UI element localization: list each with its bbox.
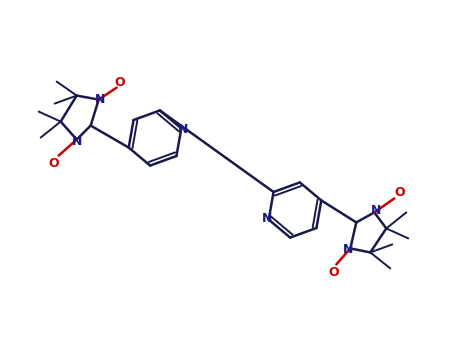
Text: O: O <box>328 266 339 279</box>
Text: O: O <box>48 157 59 170</box>
Text: O: O <box>394 186 404 199</box>
Text: N: N <box>262 212 272 225</box>
Text: N: N <box>371 204 381 217</box>
Text: N: N <box>343 243 354 256</box>
Text: O: O <box>114 76 125 89</box>
Text: N: N <box>178 123 188 136</box>
Text: N: N <box>95 93 105 106</box>
Text: N: N <box>71 135 82 148</box>
